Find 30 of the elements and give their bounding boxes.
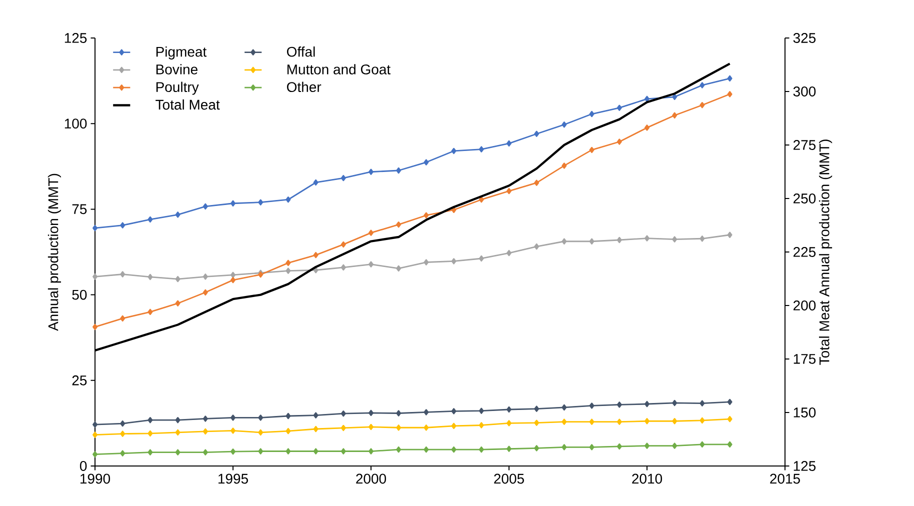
legend-label: Bovine bbox=[156, 64, 198, 74]
legend-label: Pigmeat bbox=[156, 46, 207, 60]
y-tick-label: 0 bbox=[80, 461, 87, 471]
legend-label: Other bbox=[286, 82, 322, 92]
x-tick-label: 2015 bbox=[770, 474, 800, 484]
y2-tick-label: 175 bbox=[794, 354, 816, 364]
x-tick-label: 1990 bbox=[80, 474, 110, 484]
y2-tick-label: 275 bbox=[794, 140, 816, 150]
y2-axis-title: Total Meat Annual production (MMT) bbox=[819, 140, 832, 365]
y-tick-label: 50 bbox=[72, 290, 87, 300]
y2-tick-label: 125 bbox=[794, 461, 816, 471]
legend-label: Mutton and Goat bbox=[287, 64, 391, 74]
y-tick-label: 100 bbox=[64, 118, 87, 129]
x-tick-label: 2005 bbox=[494, 474, 524, 484]
y2-tick-label: 250 bbox=[794, 194, 816, 204]
y-tick-label: 75 bbox=[72, 204, 87, 214]
legend-label: Poultry bbox=[156, 82, 199, 95]
y2-tick-label: 325 bbox=[793, 33, 816, 43]
x-tick-label: 1995 bbox=[218, 474, 248, 484]
x-tick-label: 2000 bbox=[356, 474, 386, 484]
legend-label: Offal bbox=[286, 46, 315, 57]
y-tick-label: 125 bbox=[64, 33, 87, 43]
y2-tick-label: 225 bbox=[794, 247, 816, 257]
y2-tick-label: 200 bbox=[794, 300, 816, 310]
y2-tick-label: 150 bbox=[794, 408, 816, 418]
y-tick-label: 25 bbox=[72, 375, 87, 386]
x-tick-label: 2010 bbox=[632, 474, 662, 484]
y2-tick-label: 300 bbox=[793, 86, 816, 96]
legend-label: Total Meat bbox=[156, 99, 220, 110]
y-axis-title: Annual production (MMT) bbox=[48, 174, 61, 331]
